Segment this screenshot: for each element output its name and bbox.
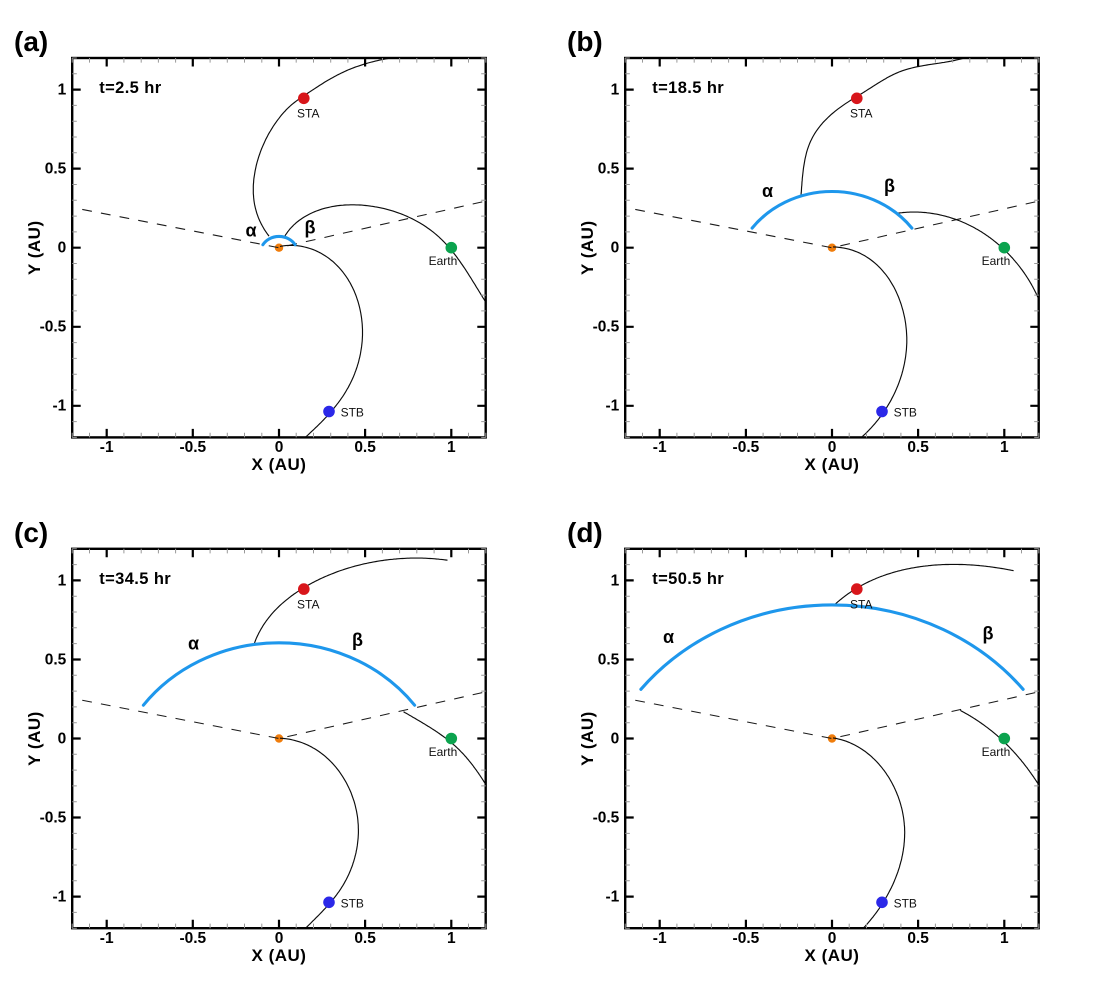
svg-text:STA: STA	[850, 597, 872, 611]
svg-text:X (AU): X (AU)	[805, 946, 860, 965]
svg-text:Earth: Earth	[429, 745, 458, 759]
svg-text:β: β	[305, 217, 316, 237]
svg-text:Earth: Earth	[982, 745, 1011, 759]
svg-text:1: 1	[611, 82, 620, 99]
svg-text:α: α	[246, 221, 257, 241]
svg-text:β: β	[352, 630, 363, 650]
svg-text:0: 0	[611, 240, 620, 257]
svg-text:0: 0	[611, 730, 620, 747]
svg-text:Y (AU): Y (AU)	[578, 711, 597, 766]
svg-text:(a): (a)	[14, 26, 48, 57]
svg-text:-0.5: -0.5	[40, 319, 67, 336]
svg-text:STA: STA	[850, 107, 872, 121]
svg-text:t=2.5 hr: t=2.5 hr	[99, 79, 162, 97]
svg-text:Y (AU): Y (AU)	[25, 711, 44, 766]
svg-text:1: 1	[447, 930, 456, 947]
svg-text:-0.5: -0.5	[593, 319, 620, 336]
svg-text:STA: STA	[297, 597, 319, 611]
svg-text:0: 0	[275, 439, 284, 456]
svg-text:0: 0	[275, 930, 284, 947]
svg-text:X (AU): X (AU)	[252, 455, 307, 474]
svg-text:-0.5: -0.5	[40, 809, 67, 826]
svg-text:STB: STB	[894, 406, 917, 420]
svg-text:t=34.5 hr: t=34.5 hr	[99, 570, 171, 588]
svg-text:0: 0	[58, 730, 67, 747]
svg-text:0: 0	[58, 240, 67, 257]
svg-text:-1: -1	[100, 930, 114, 947]
svg-text:0.5: 0.5	[907, 439, 929, 456]
svg-text:-1: -1	[606, 398, 620, 415]
svg-text:1: 1	[1000, 439, 1009, 456]
svg-text:(c): (c)	[14, 517, 48, 548]
svg-text:β: β	[884, 176, 895, 196]
svg-text:-0.5: -0.5	[733, 930, 760, 947]
svg-text:0.5: 0.5	[45, 651, 67, 668]
svg-text:0: 0	[828, 439, 837, 456]
svg-text:Earth: Earth	[429, 254, 458, 268]
svg-text:Y (AU): Y (AU)	[578, 220, 597, 275]
svg-text:Y (AU): Y (AU)	[25, 220, 44, 275]
svg-text:0.5: 0.5	[354, 439, 376, 456]
svg-text:1: 1	[58, 82, 67, 99]
svg-text:(b): (b)	[567, 26, 603, 57]
svg-text:α: α	[762, 181, 773, 201]
svg-text:0.5: 0.5	[598, 651, 620, 668]
svg-text:-1: -1	[653, 930, 667, 947]
svg-text:t=50.5 hr: t=50.5 hr	[652, 570, 724, 588]
svg-text:-1: -1	[606, 889, 620, 906]
svg-text:t=18.5 hr: t=18.5 hr	[652, 79, 724, 97]
svg-text:STB: STB	[341, 897, 364, 911]
svg-text:1: 1	[611, 572, 620, 589]
svg-text:-1: -1	[653, 439, 667, 456]
svg-text:-0.5: -0.5	[179, 439, 206, 456]
svg-text:-0.5: -0.5	[733, 439, 760, 456]
svg-text:0.5: 0.5	[354, 930, 376, 947]
svg-text:0.5: 0.5	[907, 930, 929, 947]
svg-text:-1: -1	[53, 889, 67, 906]
svg-text:α: α	[188, 634, 199, 654]
svg-text:-1: -1	[100, 439, 114, 456]
svg-text:1: 1	[447, 439, 456, 456]
svg-text:-0.5: -0.5	[179, 930, 206, 947]
svg-text:-1: -1	[53, 398, 67, 415]
svg-text:0.5: 0.5	[45, 161, 67, 178]
svg-text:X (AU): X (AU)	[252, 946, 307, 965]
svg-text:X (AU): X (AU)	[805, 455, 860, 474]
svg-text:STB: STB	[341, 406, 364, 420]
svg-text:1: 1	[1000, 930, 1009, 947]
svg-text:α: α	[663, 627, 674, 647]
svg-text:(d): (d)	[567, 517, 603, 548]
svg-text:0.5: 0.5	[598, 161, 620, 178]
svg-text:β: β	[983, 624, 994, 644]
svg-text:Earth: Earth	[982, 254, 1011, 268]
svg-text:1: 1	[58, 572, 67, 589]
svg-text:STB: STB	[894, 897, 917, 911]
svg-text:STA: STA	[297, 107, 319, 121]
svg-text:-0.5: -0.5	[593, 809, 620, 826]
svg-text:0: 0	[828, 930, 837, 947]
